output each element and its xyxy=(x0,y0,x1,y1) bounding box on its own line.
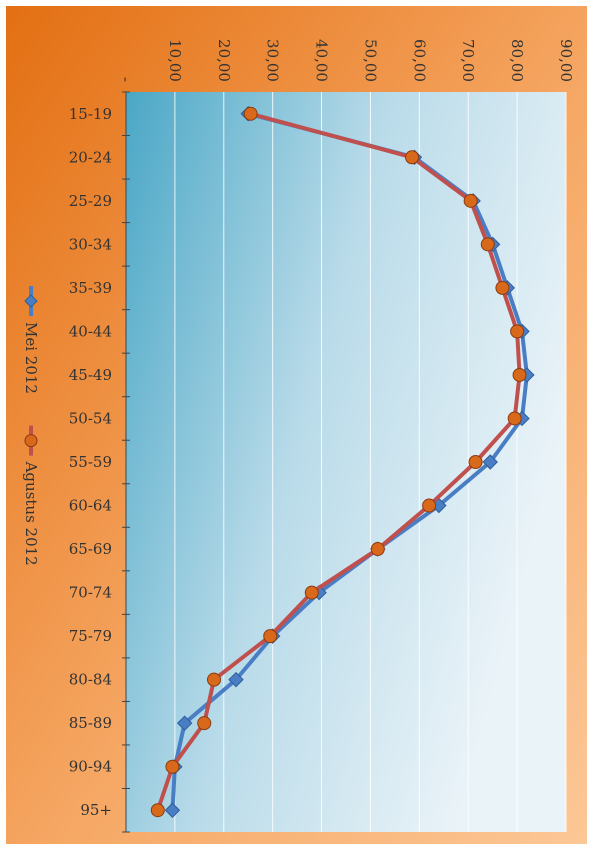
data-point-circle xyxy=(370,542,385,557)
data-point-circle xyxy=(207,672,221,687)
data-point-circle xyxy=(510,324,525,339)
category-label: 30-34 xyxy=(69,235,112,253)
data-point-circle xyxy=(463,193,478,208)
data-point-circle xyxy=(468,455,483,469)
data-point-circle xyxy=(263,629,278,644)
data-point-diamond xyxy=(176,715,193,731)
legend-label: Mei 2012 xyxy=(22,322,40,394)
chart-frame: 15-19 20-24 25-29 30-34 35-39 40-44 45-49 50-54… xyxy=(6,6,587,844)
category-label: 25-29 xyxy=(69,192,112,210)
data-point-diamond xyxy=(482,454,498,470)
category-label: 75-79 xyxy=(69,627,112,645)
value-tick-label: 40,00 xyxy=(313,39,331,82)
legend-item-1: Mei 2012 xyxy=(22,286,40,394)
series-2 xyxy=(150,106,527,818)
category-label: 95+ xyxy=(80,801,112,819)
category-label: 80-84 xyxy=(69,671,112,689)
legend-marker xyxy=(24,434,38,448)
category-label: 15-19 xyxy=(69,105,112,123)
data-point-circle xyxy=(495,280,510,295)
data-point-circle xyxy=(304,585,319,600)
category-label: 90-94 xyxy=(69,758,112,776)
data-point-circle xyxy=(507,411,522,426)
category-label: 50-54 xyxy=(69,409,112,427)
line-chart: 15-19 20-24 25-29 30-34 35-39 40-44 45-49 50-54… xyxy=(6,6,587,844)
category-label: 85-89 xyxy=(69,714,112,732)
series-layer xyxy=(150,106,535,818)
category-label: 55-59 xyxy=(69,453,112,471)
category-label: 65-69 xyxy=(69,540,112,558)
value-tick-label: 80,00 xyxy=(508,39,526,82)
plot-area xyxy=(126,92,566,832)
category-label: 40-44 xyxy=(69,322,112,340)
value-tick-label: 70,00 xyxy=(459,39,477,82)
legend-item-2: Agustus 2012 xyxy=(22,425,40,566)
legend: Mei 2012 Agustus 2012 xyxy=(22,286,40,566)
category-label: 35-39 xyxy=(69,279,112,297)
data-point-circle xyxy=(422,498,437,513)
category-label: 20-24 xyxy=(69,148,112,166)
data-point-diamond xyxy=(228,671,244,688)
category-label: 45-49 xyxy=(69,366,112,384)
data-point-circle xyxy=(150,803,165,818)
data-point-circle xyxy=(197,716,212,731)
category-label: 60-64 xyxy=(69,497,112,515)
legend-marker xyxy=(24,294,38,308)
data-point-circle xyxy=(405,150,419,165)
category-axis: 15-19 20-24 25-29 30-34 35-39 40-44 45-49 50-54… xyxy=(69,91,130,833)
category-label: 70-74 xyxy=(69,584,112,602)
value-tick-label: 50,00 xyxy=(361,39,379,82)
value-tick-label: 60,00 xyxy=(410,39,428,82)
value-axis: - 10,00 20,00 30,00 40,00 50,00 60,00 70,00 80,0… xyxy=(117,39,575,82)
data-point-diamond xyxy=(164,802,181,818)
legend-label: Agustus 2012 xyxy=(22,461,40,566)
value-tick-label: 90,00 xyxy=(557,39,575,82)
value-tick-label: 10,00 xyxy=(166,39,184,82)
data-point-circle xyxy=(243,106,258,121)
data-point-circle xyxy=(165,759,180,774)
gridlines xyxy=(174,92,567,832)
data-point-circle xyxy=(480,237,495,252)
data-point-circle xyxy=(512,367,527,382)
value-tick-label: - xyxy=(117,77,135,82)
value-tick-label: 20,00 xyxy=(215,39,233,82)
value-tick-label: 30,00 xyxy=(264,39,282,82)
